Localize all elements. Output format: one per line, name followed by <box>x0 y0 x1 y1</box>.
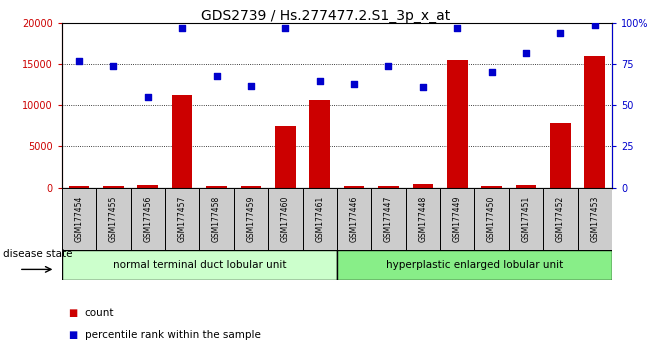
Point <box>314 78 325 84</box>
Bar <box>234 188 268 250</box>
Text: ■: ■ <box>68 330 77 339</box>
Bar <box>550 124 571 188</box>
Bar <box>337 188 371 250</box>
Bar <box>62 188 96 250</box>
Point <box>383 63 394 69</box>
Text: GSM177450: GSM177450 <box>487 195 496 242</box>
Point <box>143 94 153 100</box>
Bar <box>543 188 577 250</box>
Bar <box>131 188 165 250</box>
Text: hyperplastic enlarged lobular unit: hyperplastic enlarged lobular unit <box>386 259 563 270</box>
Point <box>521 50 531 56</box>
Bar <box>413 183 433 188</box>
Text: disease state: disease state <box>3 249 73 259</box>
Bar <box>268 188 303 250</box>
Bar <box>577 188 612 250</box>
Point <box>555 30 566 36</box>
Point <box>590 22 600 28</box>
Bar <box>172 96 193 188</box>
Point <box>418 84 428 90</box>
Text: GSM177454: GSM177454 <box>74 195 83 242</box>
Text: GSM177461: GSM177461 <box>315 195 324 242</box>
Text: GSM177460: GSM177460 <box>281 195 290 242</box>
Bar <box>275 126 296 188</box>
Text: GSM177458: GSM177458 <box>212 195 221 242</box>
Text: percentile rank within the sample: percentile rank within the sample <box>85 330 260 339</box>
Point <box>108 63 118 69</box>
Text: ■: ■ <box>68 308 77 318</box>
Text: GSM177456: GSM177456 <box>143 195 152 242</box>
Bar <box>475 188 509 250</box>
Bar <box>516 185 536 188</box>
Bar <box>69 186 89 188</box>
Bar <box>447 60 467 188</box>
Bar <box>241 186 261 188</box>
Point <box>452 25 462 31</box>
Text: GSM177449: GSM177449 <box>452 195 462 242</box>
Bar <box>96 188 131 250</box>
Text: GSM177448: GSM177448 <box>419 195 427 242</box>
Bar <box>378 187 399 188</box>
Point <box>212 73 222 79</box>
Text: GSM177459: GSM177459 <box>247 195 255 242</box>
Text: GSM177453: GSM177453 <box>590 195 600 242</box>
Point <box>280 25 290 31</box>
Bar <box>406 188 440 250</box>
Bar <box>585 56 605 188</box>
Text: count: count <box>85 308 114 318</box>
Point <box>177 25 187 31</box>
Text: GSM177457: GSM177457 <box>178 195 187 242</box>
Bar <box>165 188 199 250</box>
Bar <box>440 188 475 250</box>
Bar <box>337 250 612 280</box>
Bar <box>206 186 227 188</box>
Bar <box>309 99 330 188</box>
Point <box>349 81 359 87</box>
Text: GSM177447: GSM177447 <box>384 195 393 242</box>
Text: GSM177452: GSM177452 <box>556 195 565 242</box>
Bar <box>103 187 124 188</box>
Point <box>74 58 84 64</box>
Bar <box>344 187 365 188</box>
Point <box>245 83 256 88</box>
Point <box>486 70 497 75</box>
Text: GDS2739 / Hs.277477.2.S1_3p_x_at: GDS2739 / Hs.277477.2.S1_3p_x_at <box>201 9 450 23</box>
Text: normal terminal duct lobular unit: normal terminal duct lobular unit <box>113 259 286 270</box>
Text: GSM177455: GSM177455 <box>109 195 118 242</box>
Bar <box>481 186 502 188</box>
Text: GSM177451: GSM177451 <box>521 195 531 242</box>
Bar <box>303 188 337 250</box>
Bar <box>509 188 543 250</box>
Bar <box>371 188 406 250</box>
Bar <box>62 250 337 280</box>
Text: GSM177446: GSM177446 <box>350 195 359 242</box>
Bar <box>199 188 234 250</box>
Bar <box>137 185 158 188</box>
